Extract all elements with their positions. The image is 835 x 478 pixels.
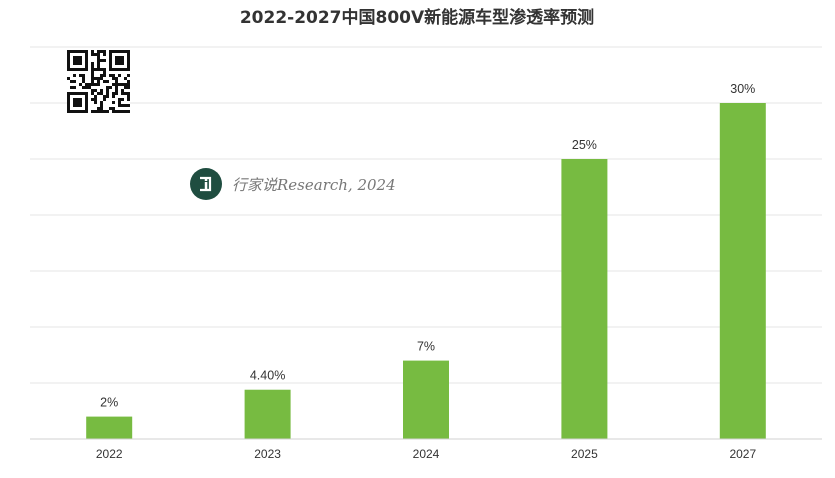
data-label-2023: 4.40% — [250, 369, 285, 383]
bar-2025 — [561, 159, 608, 439]
x-tick-labels: 2022 2023 2024 2025 2027 — [96, 447, 757, 461]
data-label-2025: 25% — [572, 138, 597, 152]
x-tick-2023: 2023 — [254, 447, 281, 461]
watermark-logo-icon — [190, 168, 222, 200]
data-label-2022: 2% — [100, 396, 118, 410]
x-tick-2024: 2024 — [413, 447, 440, 461]
qr-code — [67, 50, 130, 113]
gridlines — [30, 46, 822, 384]
data-labels: 2% 4.40% 7% 25% 30% — [100, 82, 755, 410]
bar-2024 — [403, 360, 449, 439]
chart-title: 2022-2027中国800V新能源车型渗透率预测 — [240, 7, 594, 28]
x-tick-2027: 2027 — [729, 447, 756, 461]
bar-2027 — [719, 103, 766, 439]
watermark-logo-glyph: i — [204, 178, 209, 194]
data-label-2024: 7% — [417, 340, 435, 354]
watermark-text: 行家说Research, 2024 — [232, 176, 396, 194]
watermark: i 行家说Research, 2024 — [190, 168, 396, 200]
x-tick-2025: 2025 — [571, 447, 598, 461]
data-label-2027: 30% — [730, 82, 755, 96]
x-tick-2022: 2022 — [96, 447, 123, 461]
bar-2023 — [244, 389, 291, 439]
bars — [86, 103, 766, 439]
bar-2022 — [86, 416, 133, 439]
watermark-logo-mark — [200, 176, 212, 192]
